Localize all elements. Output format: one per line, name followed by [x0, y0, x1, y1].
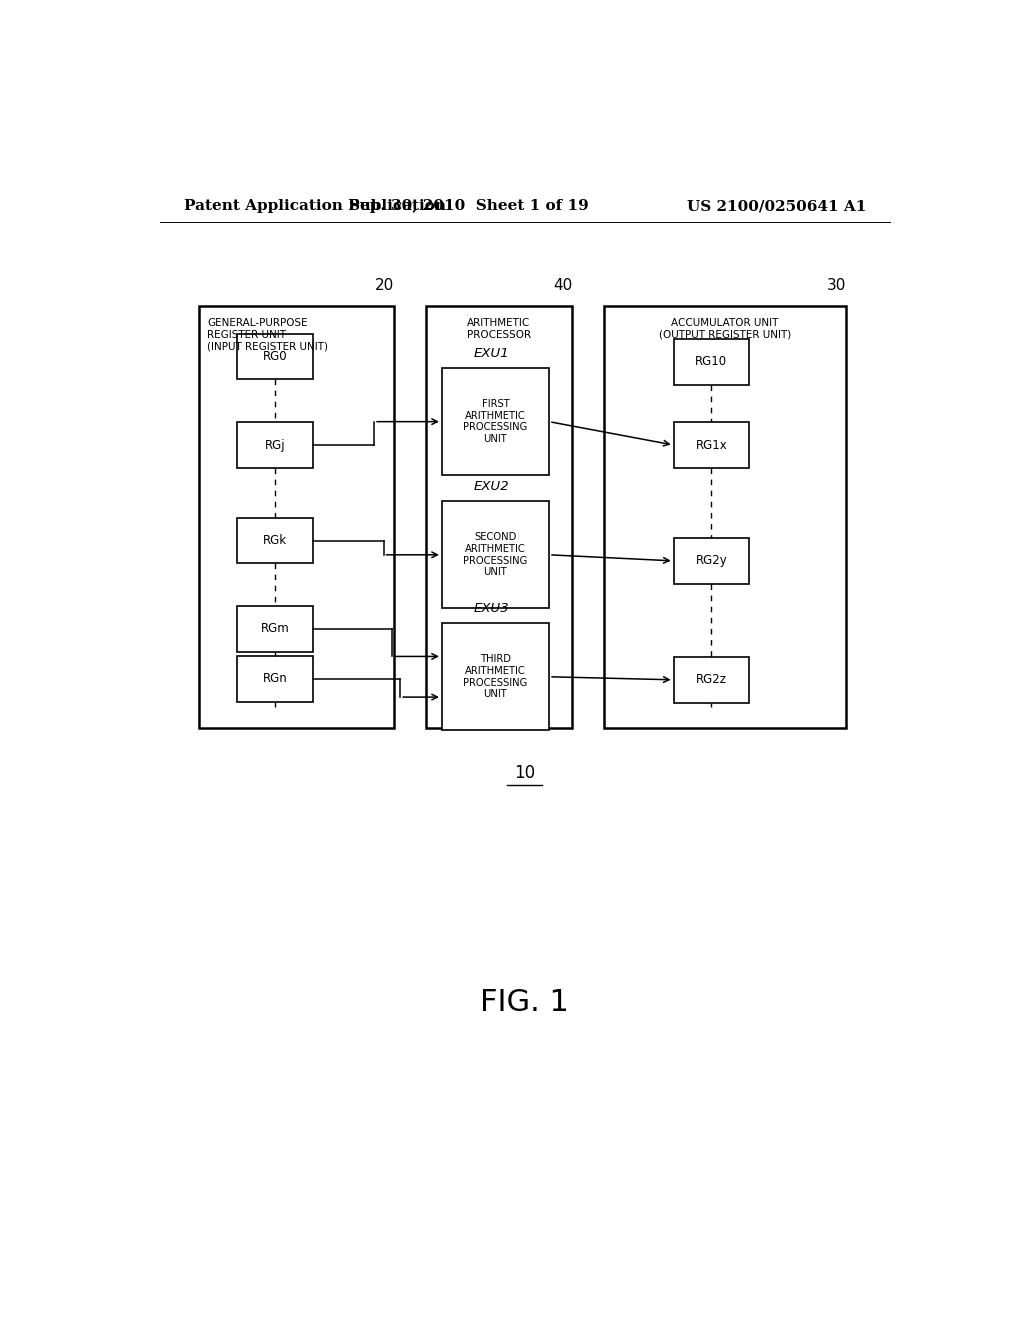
Bar	[238, 334, 312, 379]
Text: ARITHMETIC
PROCESSOR: ARITHMETIC PROCESSOR	[467, 318, 531, 339]
Text: RG2y: RG2y	[695, 554, 727, 568]
Text: THIRD
ARITHMETIC
PROCESSING
UNIT: THIRD ARITHMETIC PROCESSING UNIT	[463, 655, 527, 700]
Bar	[238, 422, 312, 467]
Text: 30: 30	[826, 277, 846, 293]
Text: 20: 20	[375, 277, 394, 293]
Text: RGj: RGj	[264, 438, 285, 451]
Text: 10: 10	[514, 764, 536, 783]
Bar	[674, 422, 749, 467]
Bar	[442, 502, 549, 609]
Bar	[604, 306, 846, 727]
Bar	[238, 656, 312, 702]
Text: FIG. 1: FIG. 1	[480, 987, 569, 1016]
Text: RGm: RGm	[260, 623, 289, 635]
Text: Patent Application Publication: Patent Application Publication	[183, 199, 445, 213]
Bar	[674, 539, 749, 583]
Bar	[442, 368, 549, 475]
Text: RG10: RG10	[695, 355, 727, 368]
Text: RG2z: RG2z	[695, 673, 727, 686]
Text: SECOND
ARITHMETIC
PROCESSING
UNIT: SECOND ARITHMETIC PROCESSING UNIT	[463, 532, 527, 577]
Bar	[426, 306, 572, 727]
Text: FIRST
ARITHMETIC
PROCESSING
UNIT: FIRST ARITHMETIC PROCESSING UNIT	[463, 399, 527, 444]
Text: RG1x: RG1x	[695, 438, 727, 451]
Bar	[442, 623, 549, 730]
Text: US 2100/0250641 A1: US 2100/0250641 A1	[687, 199, 866, 213]
Text: GENERAL-PURPOSE
REGISTER UNIT
(INPUT REGISTER UNIT): GENERAL-PURPOSE REGISTER UNIT (INPUT REG…	[207, 318, 329, 351]
Text: Sep. 30, 2010  Sheet 1 of 19: Sep. 30, 2010 Sheet 1 of 19	[349, 199, 589, 213]
Text: RGn: RGn	[262, 672, 287, 685]
Bar	[674, 657, 749, 702]
Text: EXU3: EXU3	[474, 602, 509, 615]
Bar	[238, 606, 312, 652]
Text: EXU1: EXU1	[474, 347, 509, 360]
Text: ACCUMULATOR UNIT
(OUTPUT REGISTER UNIT): ACCUMULATOR UNIT (OUTPUT REGISTER UNIT)	[659, 318, 792, 339]
Text: RG0: RG0	[262, 350, 287, 363]
Text: RGk: RGk	[263, 535, 287, 546]
Bar	[200, 306, 394, 727]
Text: 40: 40	[553, 277, 572, 293]
Bar	[674, 339, 749, 384]
Bar	[238, 517, 312, 564]
Text: EXU2: EXU2	[474, 480, 509, 494]
